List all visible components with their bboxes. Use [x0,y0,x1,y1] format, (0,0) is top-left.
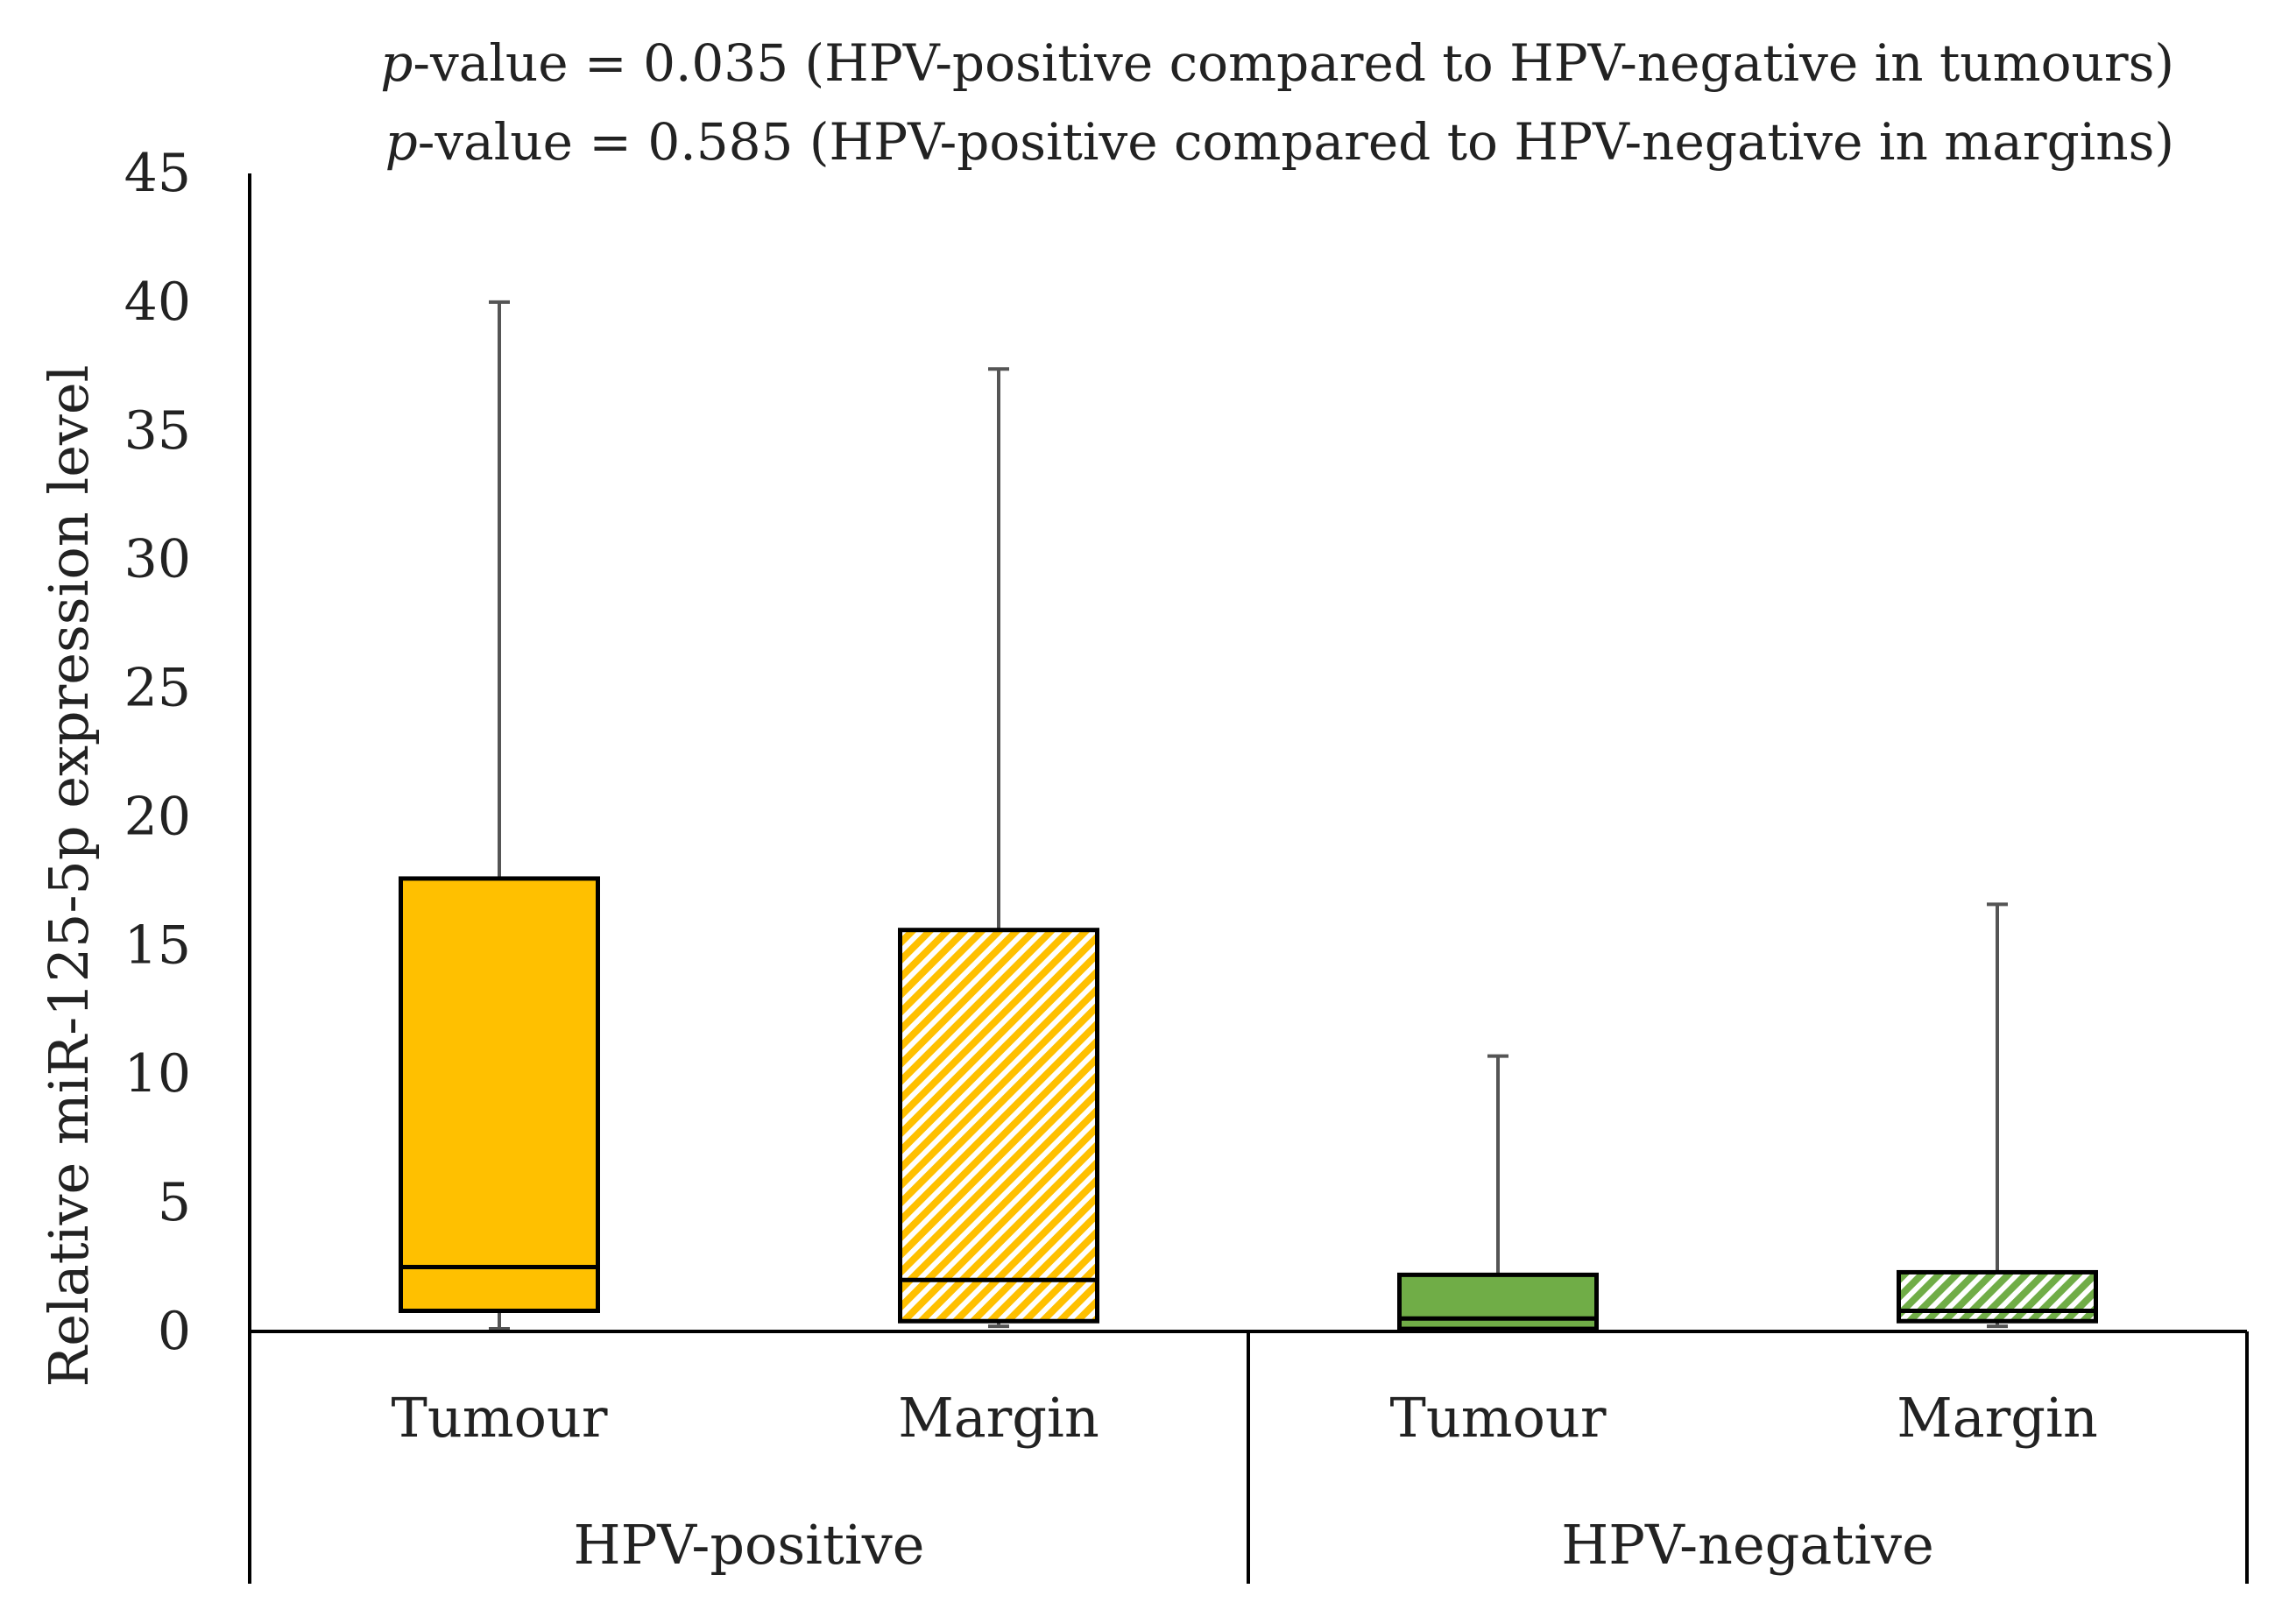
p-value-annotation-tumours: p-value = 0.035 (HPV-positive compared t… [380,33,2174,93]
box-plots [399,300,2098,1333]
category-label-hpv-positive-tumour: Tumour [392,1386,608,1450]
box-hpv-positive-tumour [399,300,600,1331]
box-hpv-negative-tumour [1397,1054,1599,1333]
category-label-hpv-positive-margin: Margin [898,1386,1099,1450]
category-label-hpv-negative-margin: Margin [1897,1386,2098,1450]
p-value-annotation-margins: p-value = 0.585 (HPV-positive compared t… [385,112,2174,172]
y-tick-label: 0 [158,1301,191,1362]
y-tick-label: 5 [158,1172,191,1233]
box-iqr [399,876,600,1313]
box-iqr [1897,1269,2098,1324]
y-tick-label: 30 [124,529,191,590]
y-tick-label: 20 [124,786,191,847]
y-tick-label: 35 [124,400,191,462]
group-label-hpv-positive: HPV-positive [574,1513,925,1577]
y-tick-label: 10 [124,1043,191,1105]
y-axis-ticks: 0 5 10 15 20 25 30 35 40 45 [124,143,191,1362]
y-tick-label: 45 [124,143,191,204]
y-tick-label: 25 [124,658,191,719]
box-iqr [898,928,1099,1324]
y-tick-label: 15 [124,914,191,976]
y-axis-label: Relative miR-125-5p expression level [37,365,101,1387]
group-label-hpv-negative: HPV-negative [1561,1513,1934,1577]
y-tick-label: 40 [124,272,191,333]
box-hpv-negative-margin [1897,902,2098,1329]
category-label-hpv-negative-tumour: Tumour [1390,1386,1607,1450]
box-hpv-positive-margin [898,367,1099,1329]
